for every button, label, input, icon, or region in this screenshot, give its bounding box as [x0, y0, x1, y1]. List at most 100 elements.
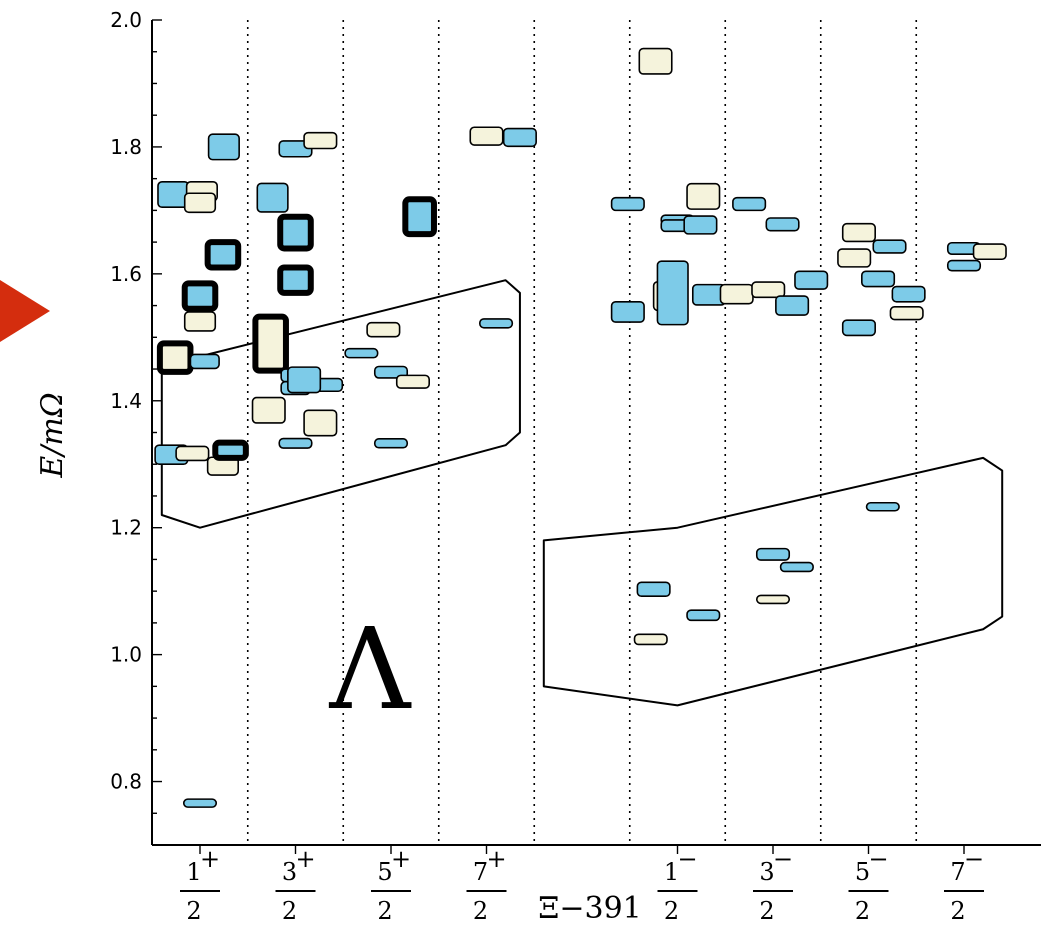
x-tick-numerator: 3: [282, 858, 297, 886]
x-tick-denominator: 2: [855, 897, 870, 925]
y-tick-label: 1.6: [110, 262, 142, 286]
data-box-cream: [469, 126, 504, 146]
x-tick-numerator: 7: [473, 858, 488, 886]
x-tick-denominator: 2: [759, 897, 774, 925]
data-box-cream: [633, 633, 668, 646]
x-tick-numerator: 5: [377, 858, 392, 886]
x-tick-label: 7+2: [466, 845, 507, 925]
x-tick-numerator: 1: [186, 858, 201, 886]
data-box-cream: [252, 313, 289, 374]
x-tick-superscript: +: [200, 845, 220, 873]
data-box-blue: [402, 196, 437, 238]
x-tick-label: 3− 2: [753, 845, 793, 925]
data-box-cream: [837, 248, 872, 268]
data-box-cream: [719, 283, 754, 305]
data-box-blue: [861, 270, 896, 288]
data-box-cream: [638, 47, 673, 75]
data-box-cream: [686, 182, 721, 210]
data-box-cream: [755, 594, 791, 605]
axes: [151, 19, 1041, 854]
data-box-blue: [373, 438, 409, 449]
data-box-blue: [755, 547, 791, 561]
data-box-blue: [610, 300, 645, 323]
y-axis-label: E/mΩ: [35, 392, 70, 478]
data-box-cream: [156, 340, 194, 375]
data-box-blue: [278, 437, 313, 449]
x-tick-label: 1− 2: [657, 845, 698, 925]
negative-parity-region: [542, 456, 1004, 707]
data-box-blue: [891, 285, 926, 303]
data-box-blue: [732, 196, 767, 212]
x-tick-labels: 1+23+25+27+21−23−25−27−2: [180, 845, 984, 925]
data-box-cream: [183, 311, 217, 332]
data-box-blue: [946, 259, 982, 272]
data-box-cream: [303, 131, 338, 150]
lambda-annotation: Λ: [329, 605, 412, 735]
data-box-blue: [502, 127, 537, 148]
x-tick-label: 5− 2: [848, 845, 889, 925]
data-box-cream: [303, 409, 338, 437]
x-tick-denominator: 2: [282, 897, 297, 925]
x-tick-numerator: 5: [855, 858, 870, 886]
data-box-blue: [775, 295, 810, 316]
x-tick-superscript: −: [773, 845, 793, 873]
data-box-cream: [841, 222, 876, 243]
data-box-blue: [686, 609, 721, 622]
data-box-blue: [794, 270, 829, 290]
data-box-blue: [765, 217, 800, 232]
data-box-blue: [182, 798, 218, 808]
data-box-cream: [972, 243, 1007, 261]
x-tick-label: 1+2: [180, 845, 220, 925]
x-tick-superscript: +: [295, 845, 315, 873]
data-box-blue: [865, 501, 900, 512]
x-tick-superscript: −: [677, 845, 697, 873]
y-tick-label: 1.2: [110, 516, 142, 540]
y-tick-labels: 0.8 1.0 1.2 1.4 1.6 1.8 2.0: [110, 8, 142, 794]
x-tick-numerator: 7: [950, 858, 965, 886]
x-tick-numerator: 3: [759, 858, 774, 886]
data-box-cream: [175, 445, 210, 462]
data-box-blue: [656, 260, 689, 326]
y-tick-label: 1.8: [110, 135, 142, 159]
data-box-cream: [183, 192, 217, 214]
y-tick-label: 0.8: [110, 770, 142, 794]
data-box-blue: [479, 318, 514, 329]
data-box-blue: [212, 439, 249, 461]
data-box-blue: [841, 319, 876, 337]
data-box-blue: [189, 353, 220, 370]
data-box-cream: [751, 281, 786, 299]
data-box-blue: [610, 196, 645, 212]
outline-regions: [160, 279, 1004, 707]
data-box-cream: [395, 374, 431, 389]
y-tick-label: 2.0: [110, 8, 142, 32]
positive-parity-region: [160, 279, 521, 529]
x-tick-denominator: 2: [377, 897, 392, 925]
x-axis-label: Ξ−391: [538, 891, 642, 926]
data-box-cream: [889, 306, 924, 321]
x-tick-denominator: 2: [186, 897, 201, 925]
data-box-cream: [366, 321, 401, 338]
sector-dividers: [246, 20, 918, 845]
x-tick-denominator: 2: [473, 897, 488, 925]
data-box-blue: [636, 581, 671, 598]
data-box-blue: [344, 347, 379, 359]
x-tick-superscript: +: [391, 845, 411, 873]
x-tick-denominator: 2: [950, 897, 965, 925]
data-box-blue: [277, 264, 314, 296]
x-tick-label: 3+2: [275, 845, 316, 925]
data-box-blue: [181, 280, 219, 312]
data-box-blue: [277, 213, 314, 252]
x-tick-superscript: −: [964, 845, 984, 873]
data-box-cream: [251, 396, 286, 424]
data-box-blue: [779, 561, 814, 573]
data-box-blue: [204, 239, 242, 271]
slide-marker-arrow: [0, 280, 50, 342]
x-tick-label: 5+2: [371, 845, 411, 925]
data-box-blue: [287, 366, 322, 394]
y-tick-label: 1.4: [110, 389, 142, 413]
x-tick-label: 7− 2: [944, 845, 984, 925]
x-tick-superscript: +: [486, 845, 506, 873]
data-boxes: [154, 47, 1007, 808]
y-tick-label: 1.0: [110, 643, 142, 667]
